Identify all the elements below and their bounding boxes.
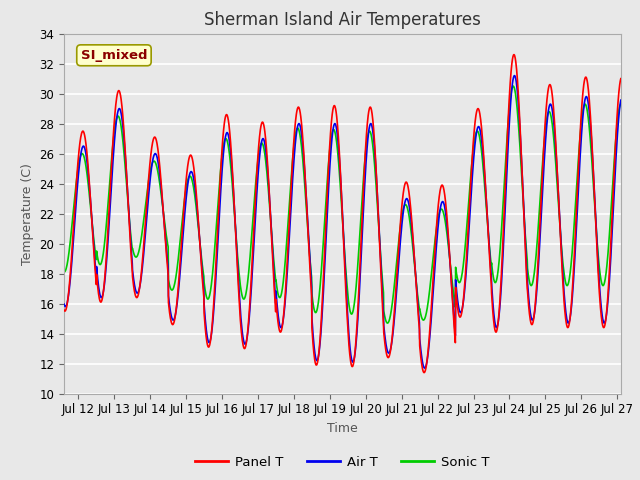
Y-axis label: Temperature (C): Temperature (C) [20,163,34,264]
Sonic T [617,101,625,107]
Legend: Panel T, Air T, Sonic T: Panel T, Air T, Sonic T [190,451,495,474]
Air T [60,301,68,307]
Panel T [617,76,625,82]
Air T [331,121,339,127]
Air T [602,319,609,324]
Line: Air T: Air T [64,76,621,368]
Title: Sherman Island Air Temperatures: Sherman Island Air Temperatures [204,11,481,29]
Sonic T [601,278,609,284]
Panel T [602,321,609,326]
Sonic T [499,207,506,213]
Panel T [499,244,506,250]
Panel T [331,103,339,109]
Panel T [316,337,324,343]
Panel T [88,227,96,233]
Air T [617,97,625,103]
Sonic T [602,276,609,282]
Air T [511,73,518,79]
Air T [499,258,506,264]
Line: Sonic T: Sonic T [64,86,621,323]
Sonic T [60,269,68,275]
Sonic T [88,223,96,229]
Line: Panel T: Panel T [64,55,621,372]
Text: SI_mixed: SI_mixed [81,49,147,62]
Air T [421,365,429,371]
Sonic T [509,83,517,89]
Sonic T [331,129,339,134]
Air T [316,341,324,347]
Air T [601,320,609,325]
Sonic T [316,285,324,290]
Sonic T [383,320,391,326]
Panel T [60,307,68,313]
Panel T [601,322,609,328]
X-axis label: Time: Time [327,422,358,435]
Air T [88,224,96,230]
Panel T [510,52,518,58]
Panel T [420,370,428,375]
